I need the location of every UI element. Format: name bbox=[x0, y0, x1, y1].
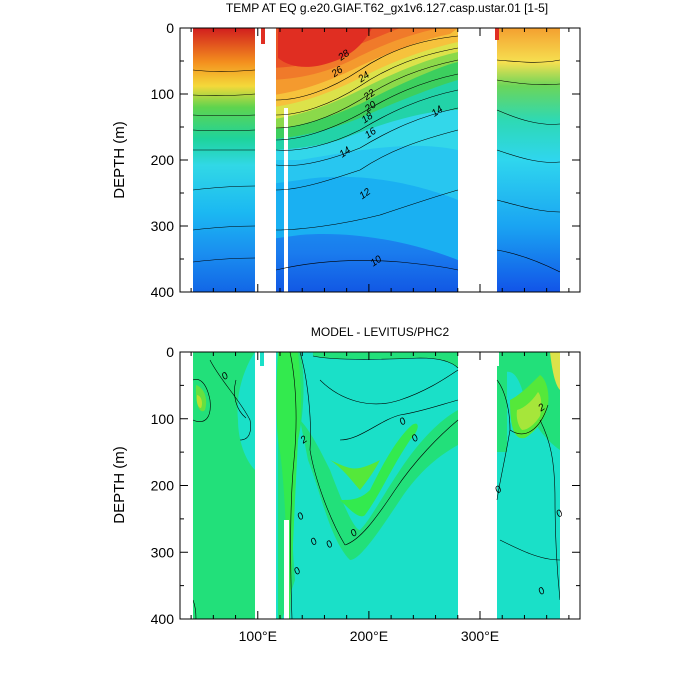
x-tick-label: 200°E bbox=[350, 628, 388, 644]
y-tick-label: 300 bbox=[151, 544, 175, 560]
contour-label: 0 bbox=[295, 510, 306, 522]
x-tick-label: 300°E bbox=[461, 628, 499, 644]
y-tick-label: 100 bbox=[151, 86, 175, 102]
x-axis-bottom: 100°E 200°E 300°E bbox=[190, 352, 570, 644]
temperature-panel: TEMP AT EQ g.e20.GIAF.T62_gx1v6.127.casp… bbox=[111, 1, 581, 300]
contour-label: 0 bbox=[536, 585, 547, 597]
contour-label: 0 bbox=[554, 508, 565, 520]
contour-label: 0 bbox=[398, 416, 409, 428]
y-tick-label: 400 bbox=[151, 611, 175, 627]
contour-label: 0 bbox=[324, 539, 335, 551]
contour-label: 0 bbox=[292, 565, 303, 577]
y-tick-label: 0 bbox=[166, 20, 174, 36]
contour-label: 0 bbox=[410, 432, 421, 444]
y-tick-label: 200 bbox=[151, 478, 175, 494]
bottom-y-axis-label: DEPTH (m) bbox=[111, 446, 128, 524]
contour-label: 0 bbox=[349, 527, 360, 539]
y-axis-bottom: 0 100 200 300 400 bbox=[151, 344, 580, 627]
contour-label: 0 bbox=[493, 484, 504, 496]
y-tick-label: 0 bbox=[166, 344, 174, 360]
y-tick-label: 400 bbox=[151, 284, 175, 300]
y-axis-top: 0 100 200 300 400 bbox=[151, 20, 580, 300]
difference-contour-fill bbox=[193, 352, 560, 619]
contour-label: 0 bbox=[220, 370, 231, 382]
y-tick-label: 300 bbox=[151, 218, 175, 234]
bottom-chart-title: MODEL - LEVITUS/PHC2 bbox=[311, 325, 450, 339]
temperature-contour-fill bbox=[193, 28, 560, 292]
top-y-axis-label: DEPTH (m) bbox=[111, 121, 128, 199]
x-axis-top bbox=[190, 28, 570, 292]
difference-panel: MODEL - LEVITUS/PHC2 bbox=[111, 325, 581, 644]
top-chart-title: TEMP AT EQ g.e20.GIAF.T62_gx1v6.127.casp… bbox=[226, 1, 548, 15]
x-tick-label: 100°E bbox=[239, 628, 277, 644]
y-tick-label: 100 bbox=[151, 411, 175, 427]
y-tick-label: 200 bbox=[151, 152, 175, 168]
contour-label: 0 bbox=[309, 536, 320, 548]
